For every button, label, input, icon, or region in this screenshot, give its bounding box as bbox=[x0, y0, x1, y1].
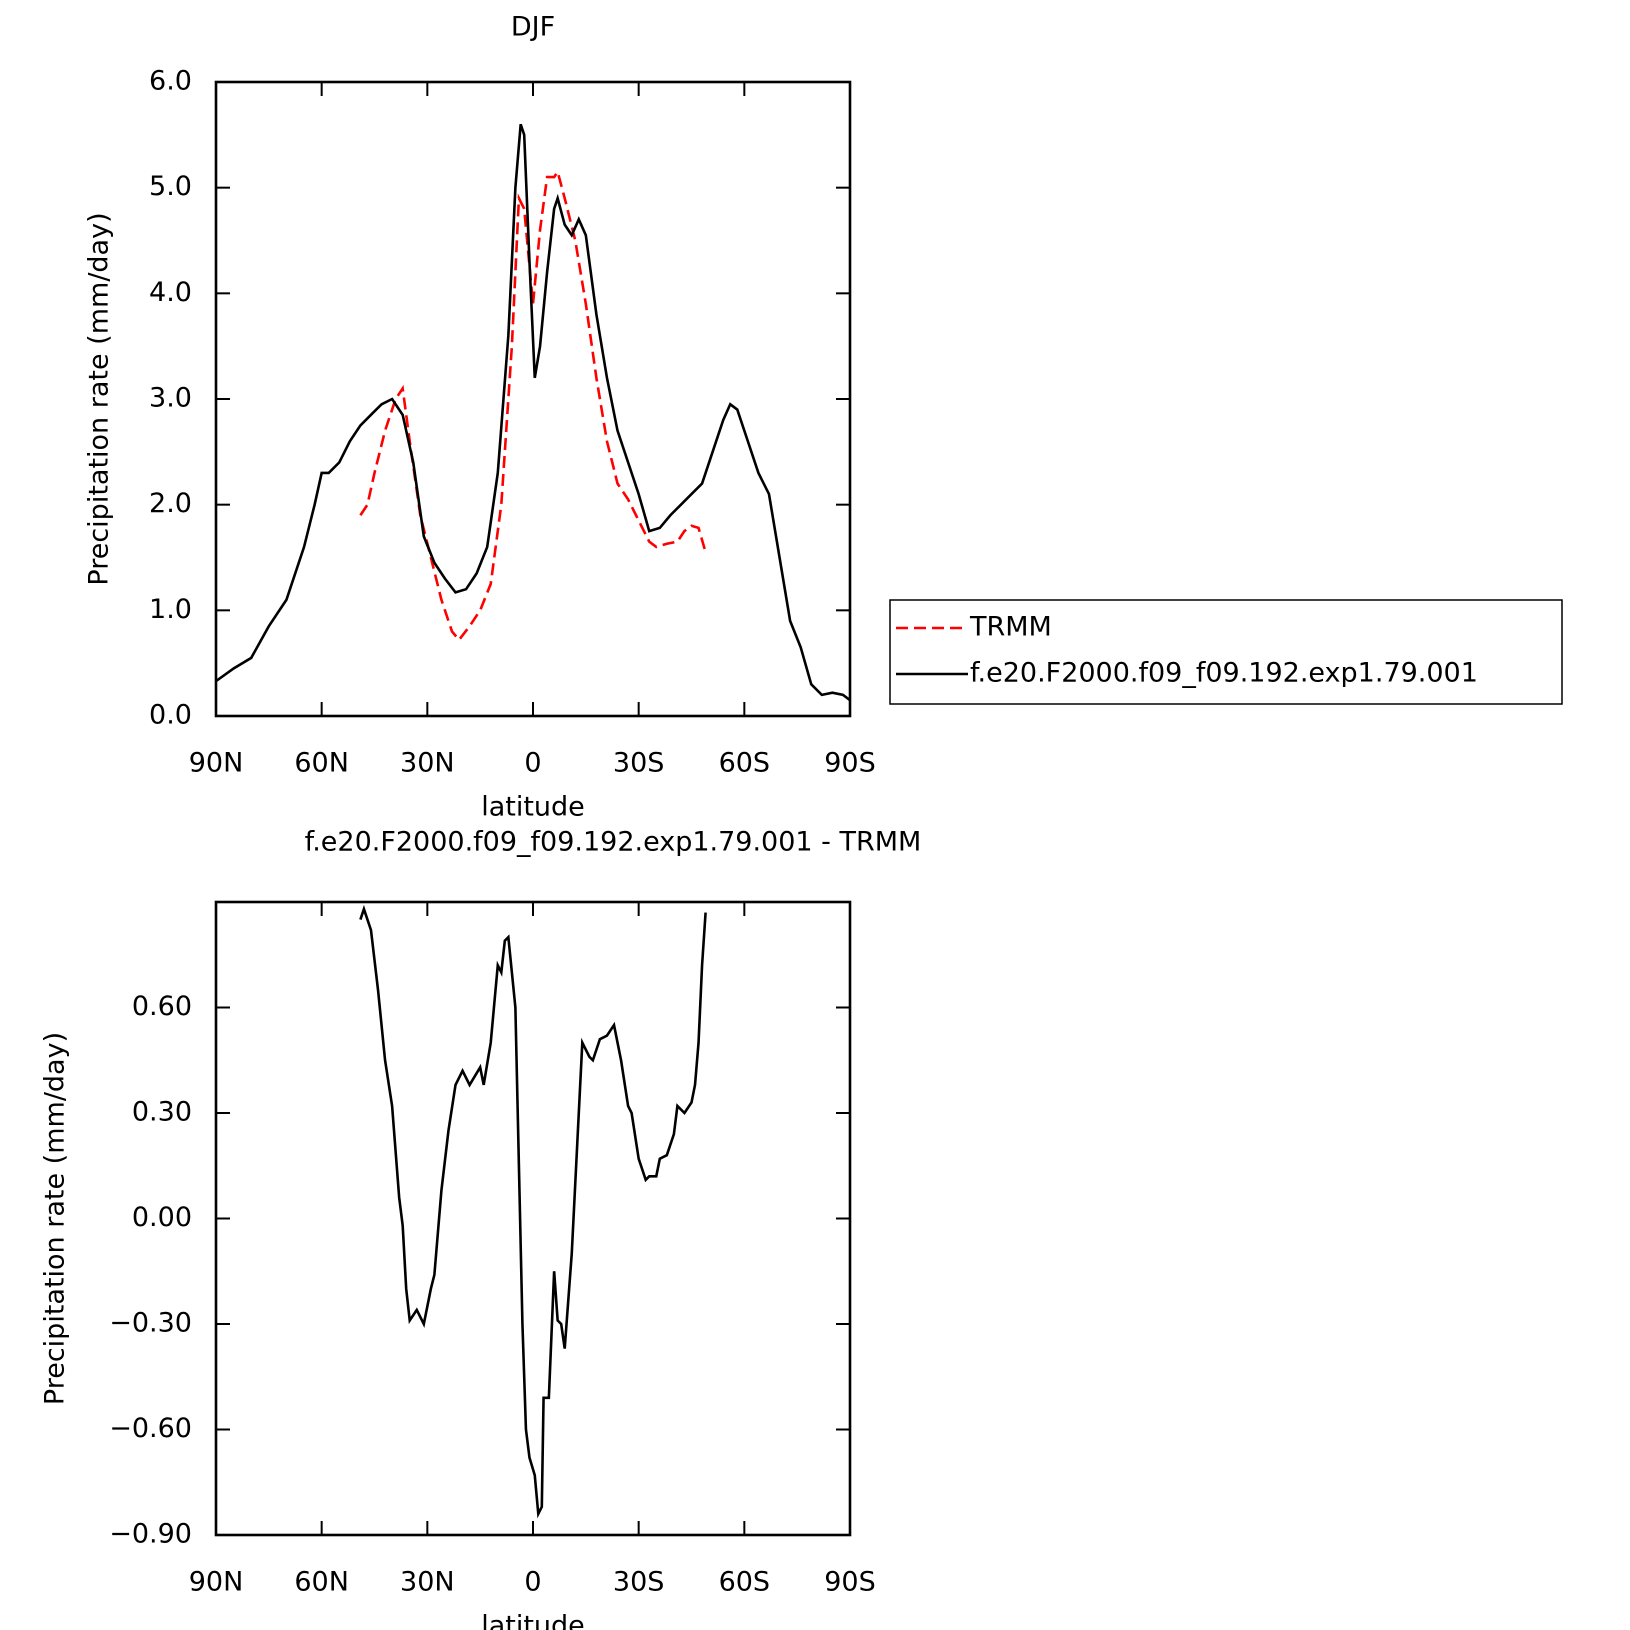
y-tick-label: −0.60 bbox=[109, 1413, 192, 1444]
x-tick-label: 30N bbox=[400, 748, 455, 779]
chart-title: f.e20.F2000.f09_f09.192.exp1.79.001 - TR… bbox=[305, 827, 922, 858]
x-tick-label: 90S bbox=[824, 748, 876, 779]
y-tick-label: 0.0 bbox=[149, 700, 192, 731]
x-tick-label: 0 bbox=[524, 748, 541, 779]
data-line bbox=[359, 168, 707, 642]
y-axis-label: Precipitation rate (mm/day) bbox=[40, 1032, 71, 1405]
x-tick-label: 90N bbox=[189, 748, 244, 779]
x-tick-label: 90N bbox=[189, 1567, 244, 1598]
x-tick-label: 30S bbox=[613, 748, 665, 779]
y-tick-label: −0.90 bbox=[109, 1519, 192, 1550]
y-tick-label: 6.0 bbox=[149, 66, 192, 97]
y-tick-label: 1.0 bbox=[149, 594, 192, 625]
x-tick-label: 60S bbox=[719, 748, 771, 779]
legend-label: f.e20.F2000.f09_f09.192.exp1.79.001 bbox=[970, 658, 1478, 689]
plot-frame bbox=[214, 80, 852, 718]
y-tick-label: 3.0 bbox=[149, 383, 192, 414]
data-line bbox=[215, 123, 851, 702]
y-tick-label: 0.00 bbox=[132, 1202, 192, 1233]
chart-title: DJF bbox=[511, 12, 555, 43]
y-tick-label: 5.0 bbox=[149, 171, 192, 202]
y-axis-label: Precipitation rate (mm/day) bbox=[84, 212, 115, 585]
data-line bbox=[359, 904, 707, 1519]
legend-box bbox=[889, 599, 1563, 705]
y-tick-label: −0.30 bbox=[109, 1308, 192, 1339]
x-tick-label: 30N bbox=[400, 1567, 455, 1598]
y-tick-label: 0.60 bbox=[132, 991, 192, 1022]
y-tick-label: 2.0 bbox=[149, 488, 192, 519]
x-tick-label: 90S bbox=[824, 1567, 876, 1598]
legend-label: TRMM bbox=[969, 612, 1052, 643]
x-tick-label: 60N bbox=[294, 748, 349, 779]
y-tick-label: 4.0 bbox=[149, 277, 192, 308]
x-tick-label: 60S bbox=[719, 1567, 771, 1598]
x-axis-label: latitude bbox=[481, 1611, 585, 1630]
plot-frame bbox=[214, 900, 852, 1537]
x-tick-label: 30S bbox=[613, 1567, 665, 1598]
x-tick-label: 0 bbox=[524, 1567, 541, 1598]
x-axis-label: latitude bbox=[481, 792, 585, 823]
x-tick-label: 60N bbox=[294, 1567, 349, 1598]
y-tick-label: 0.30 bbox=[132, 1097, 192, 1128]
